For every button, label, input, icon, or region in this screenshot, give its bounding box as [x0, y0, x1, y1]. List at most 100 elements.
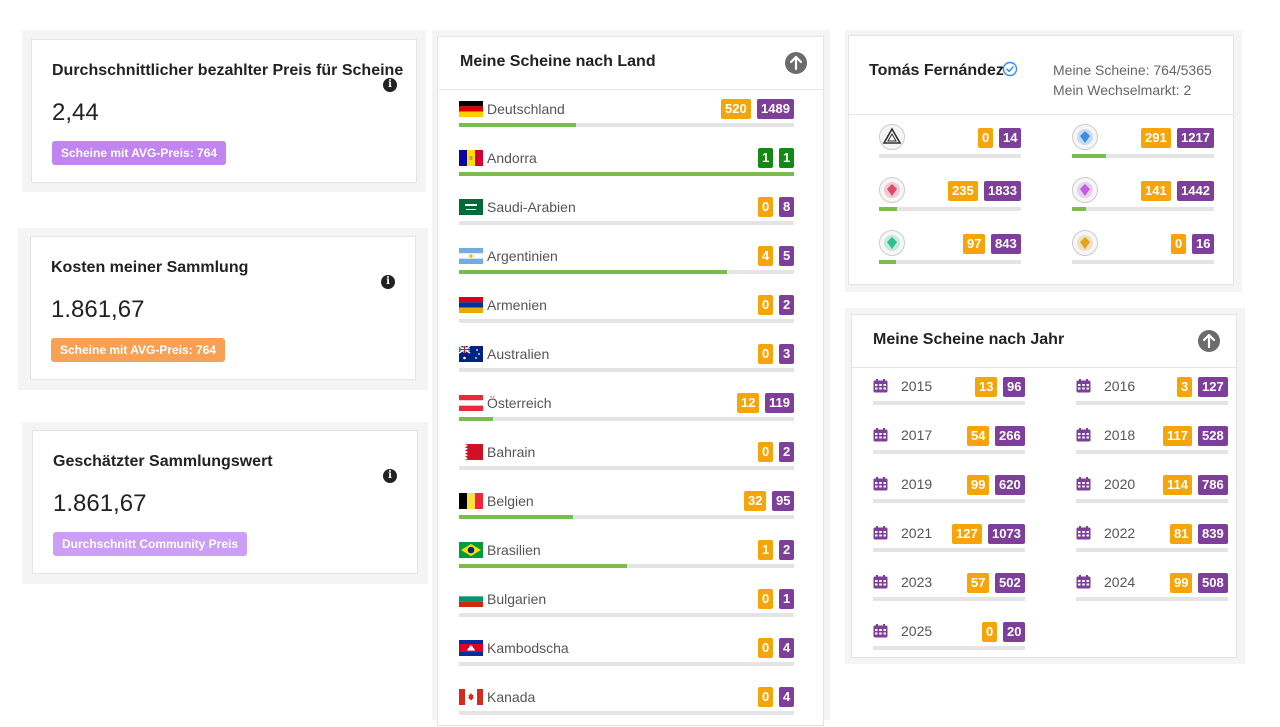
collection-cost-card: Kosten meiner Sammlung i 1.861,67 Schein…	[30, 236, 416, 380]
year-row-2015[interactable]: 2015 96 13	[873, 377, 1026, 417]
flag-am-icon	[459, 297, 483, 313]
owned-count-badge: 99	[967, 475, 990, 495]
owned-count-badge: 141	[1141, 181, 1171, 201]
owned-count-badge: 1	[758, 540, 774, 560]
stat-title: Durchschnittlicher bezahlter Preis für S…	[52, 62, 404, 79]
total-count-badge: 14	[999, 128, 1022, 148]
total-count-badge: 502	[995, 573, 1025, 593]
arrow-up-icon[interactable]	[785, 52, 807, 74]
country-row-au[interactable]: Australien 3 0	[459, 344, 795, 384]
progress-bar	[873, 646, 1025, 650]
progress-bar	[1076, 499, 1228, 503]
owned-count-badge: 12	[737, 393, 760, 413]
total-count-badge: 620	[995, 475, 1025, 495]
country-row-de[interactable]: Deutschland 1489 520	[459, 99, 794, 139]
user-name: Tomás Fernández	[869, 62, 1004, 79]
year-label: 2020	[1104, 476, 1136, 492]
year-row-2020[interactable]: 2020 786 114	[1076, 475, 1228, 515]
year-row-2024[interactable]: 2024 508 99	[1076, 573, 1228, 613]
country-row-ad[interactable]: Andorra 1 1	[459, 148, 795, 188]
info-icon[interactable]: i	[383, 78, 397, 92]
owned-count-badge: 13	[975, 377, 998, 397]
info-icon[interactable]: i	[383, 469, 397, 483]
flag-bh-icon	[459, 444, 483, 460]
flag-ca-icon	[459, 689, 483, 705]
progress-bar	[459, 319, 794, 323]
total-count-badge: 119	[765, 393, 794, 413]
total-count-badge: 16	[1192, 234, 1215, 254]
calendar-icon	[1076, 575, 1091, 589]
green-gem-icon	[879, 230, 905, 256]
category-row[interactable]: 14 0	[879, 124, 1022, 168]
country-row-at[interactable]: Österreich 119 12	[459, 393, 794, 433]
progress-bar	[459, 711, 794, 715]
progress-bar	[1076, 597, 1228, 601]
calendar-icon	[873, 428, 888, 442]
year-row-2018[interactable]: 2018 528 117	[1076, 426, 1228, 466]
year-label: 2025	[901, 623, 933, 639]
country-name: Bulgarien	[487, 591, 547, 607]
total-count-badge: 2	[779, 442, 795, 462]
total-count-badge: 5	[779, 246, 795, 266]
flag-de-icon	[459, 101, 483, 117]
stat-title: Geschätzter Sammlungswert	[53, 453, 273, 470]
country-row-bg[interactable]: Bulgarien 1 0	[459, 589, 795, 629]
country-row-br[interactable]: Brasilien 2 1	[459, 540, 795, 580]
calendar-icon	[1076, 477, 1091, 491]
owned-count-badge: 0	[982, 622, 998, 642]
total-count-badge: 4	[779, 687, 795, 707]
year-label: 2018	[1104, 427, 1136, 443]
total-count-badge: 127	[1198, 377, 1228, 397]
year-label: 2022	[1104, 525, 1136, 541]
owned-count-badge: 520	[721, 99, 751, 119]
total-count-badge: 1	[779, 589, 795, 609]
country-name: Australien	[487, 346, 550, 362]
category-row[interactable]: 1217 291	[1072, 124, 1214, 168]
category-row[interactable]: 1833 235	[879, 177, 1021, 221]
country-row-ca[interactable]: Kanada 4 0	[459, 687, 795, 727]
year-row-2017[interactable]: 2017 266 54	[873, 426, 1025, 466]
country-row-ar[interactable]: Argentinien 5 4	[459, 246, 795, 286]
progress-bar	[873, 597, 1025, 601]
country-row-am[interactable]: Armenien 2 0	[459, 295, 795, 335]
country-name: Saudi-Arabien	[487, 199, 576, 215]
progress-bar	[459, 662, 794, 666]
arrow-up-icon[interactable]	[1198, 330, 1220, 352]
category-row[interactable]: 1442 141	[1072, 177, 1214, 221]
year-label: 2016	[1104, 378, 1136, 394]
avg-price-card: Durchschnittlicher bezahlter Preis für S…	[31, 39, 417, 183]
triangle-icon	[879, 124, 905, 150]
year-row-2016[interactable]: 2016 127 3	[1076, 377, 1228, 417]
owned-count-badge: 97	[963, 234, 986, 254]
country-row-bh[interactable]: Bahrain 2 0	[459, 442, 795, 482]
total-count-badge: 3	[779, 344, 795, 364]
stat-badge: Scheine mit AVG-Preis: 764	[51, 338, 226, 362]
year-row-2022[interactable]: 2022 839 81	[1076, 524, 1228, 564]
total-count-badge: 508	[1198, 573, 1228, 593]
year-label: 2017	[901, 427, 933, 443]
year-row-2019[interactable]: 2019 620 99	[873, 475, 1025, 515]
total-count-badge: 786	[1198, 475, 1228, 495]
year-row-2025[interactable]: 2025 20 0	[873, 622, 1026, 662]
progress-bar	[873, 450, 1025, 454]
progress-bar	[459, 123, 794, 127]
category-row[interactable]: 16 0	[1072, 230, 1215, 274]
category-row[interactable]: 843 97	[879, 230, 1021, 274]
year-row-2023[interactable]: 2023 502 57	[873, 573, 1025, 613]
total-count-badge: 839	[1198, 524, 1228, 544]
progress-bar	[873, 401, 1025, 405]
owned-count-badge: 57	[967, 573, 990, 593]
country-row-sa[interactable]: Saudi-Arabien 8 0	[459, 197, 795, 237]
progress-bar	[1076, 548, 1228, 552]
country-name: Deutschland	[487, 101, 565, 117]
progress-bar	[459, 172, 794, 176]
country-row-kh[interactable]: Kambodscha 4 0	[459, 638, 795, 678]
year-row-2021[interactable]: 2021 1073 127	[873, 524, 1025, 564]
red-gem-icon	[879, 177, 905, 203]
calendar-icon	[873, 526, 888, 540]
owned-count-badge: 0	[758, 589, 774, 609]
country-row-be[interactable]: Belgien 95 32	[459, 491, 795, 531]
info-icon[interactable]: i	[381, 275, 395, 289]
progress-bar	[1072, 260, 1214, 264]
progress-bar	[459, 466, 794, 470]
